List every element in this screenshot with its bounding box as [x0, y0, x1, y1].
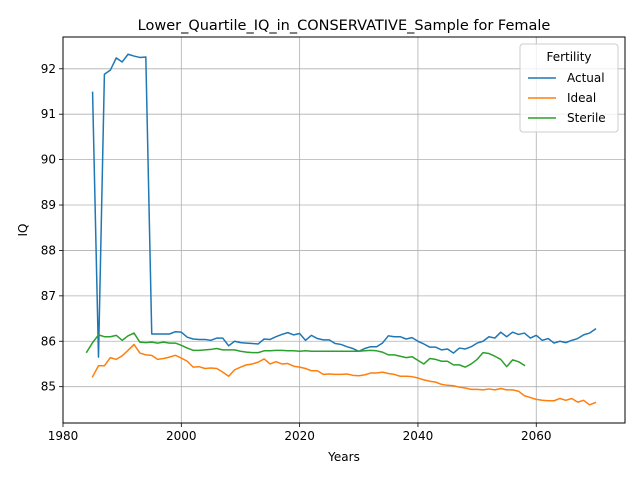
chart-title: Lower_Quartile_IQ_in_CONSERVATIVE_Sample… [138, 18, 551, 34]
x-tick-label: 2040 [403, 429, 434, 443]
legend-item-actual: Actual [528, 71, 605, 85]
series-line-sterile [85, 332, 526, 368]
plot-frame [62, 36, 626, 424]
x-tick-label: 2060 [521, 429, 552, 443]
y-axis: 85 86 87 88 89 90 91 92 [41, 62, 63, 394]
legend-label: Actual [567, 71, 605, 85]
y-tick-label: 90 [41, 153, 56, 167]
y-tick-label: 85 [41, 380, 56, 394]
legend-label: Sterile [567, 111, 606, 125]
legend-items: Actual Ideal Sterile [528, 71, 606, 125]
y-tick-label: 86 [41, 334, 56, 348]
x-axis: 1980 2000 2020 2040 2060 [48, 423, 552, 443]
series-line-actual [91, 53, 597, 358]
x-axis-label: Years [327, 450, 360, 464]
y-tick-label: 91 [41, 107, 56, 121]
legend-item-ideal: Ideal [528, 91, 596, 105]
x-tick-label: 1980 [48, 429, 79, 443]
y-tick-label: 89 [41, 198, 56, 212]
series-line-ideal [91, 343, 597, 406]
grid [62, 37, 625, 423]
legend-item-sterile: Sterile [528, 111, 606, 125]
y-tick-label: 92 [41, 62, 56, 76]
legend: Fertility Actual Ideal Sterile [519, 43, 619, 133]
x-tick-label: 2000 [166, 429, 197, 443]
series-lines [85, 53, 597, 406]
y-tick-label: 88 [41, 243, 56, 257]
x-tick-label: 2020 [284, 429, 315, 443]
legend-title: Fertility [546, 50, 591, 64]
legend-box [519, 43, 619, 133]
y-tick-label: 87 [41, 289, 56, 303]
legend-label: Ideal [567, 91, 596, 105]
y-axis-label: IQ [16, 224, 30, 237]
